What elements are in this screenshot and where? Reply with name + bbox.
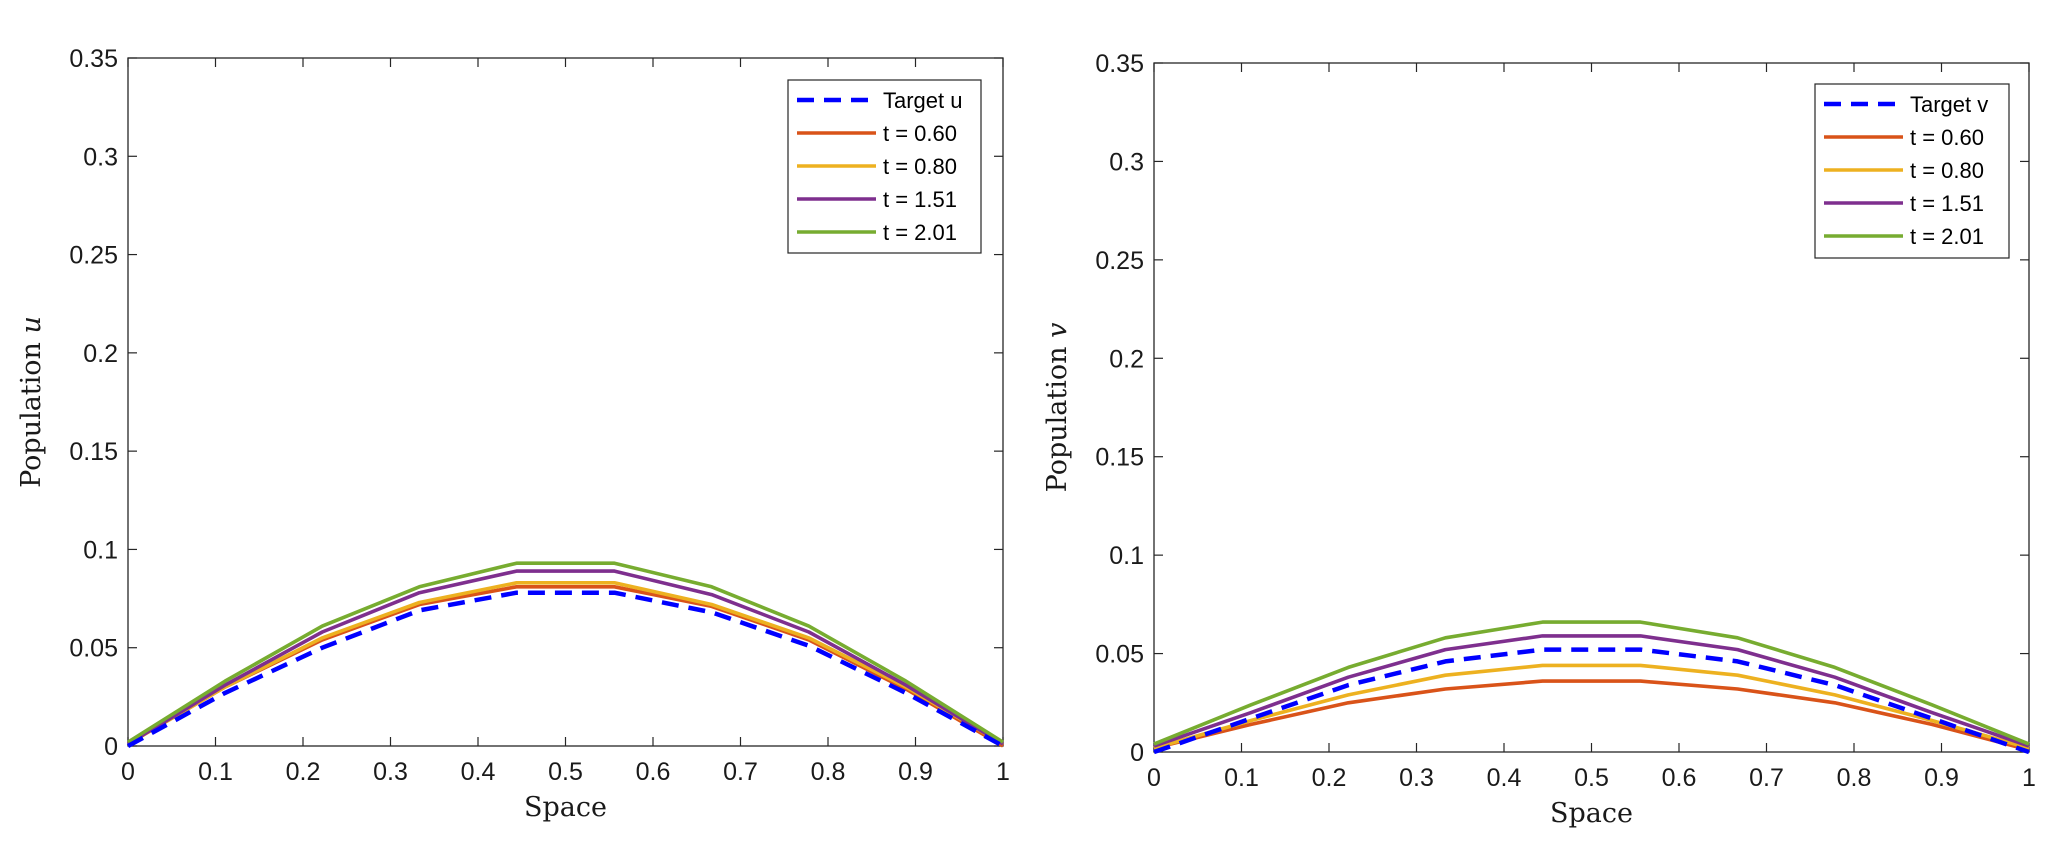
legend-entry: t = 0.80: [1910, 158, 1984, 183]
y-axis-label-text: Population: [16, 333, 47, 487]
x-tick-label: 0.6: [1662, 764, 1697, 792]
y-tick-label: 0.05: [69, 635, 118, 663]
series-line-1: [1153, 679, 2030, 752]
y-tick-label: 0.1: [1109, 542, 1144, 570]
x-tick-label: 0.9: [1924, 764, 1959, 792]
chart-panel-2: 0 0.1 0.2 0.3 0.4 0.5 0.6 0.7 0.8 0.9 1 0 0.05 0.1 0.1…: [1042, 50, 2036, 829]
y-tick-label: 0.15: [1095, 444, 1144, 472]
series-line-4: [127, 561, 1004, 744]
x-axis-label: Space: [524, 792, 607, 823]
y-tick-label: 0.05: [1095, 641, 1144, 669]
y-tick-label: 0.2: [83, 340, 118, 368]
series-line-3: [127, 569, 1004, 746]
y-tick-label: 0.25: [69, 242, 118, 270]
x-tick-label: 0.7: [1749, 764, 1784, 792]
legend: Target v t = 0.60 t = 0.80 t = 1.51 t = 2.01: [1814, 83, 2010, 259]
y-tick-label: 0.2: [1109, 345, 1144, 373]
y-tick-label: 0: [1130, 739, 1144, 767]
x-tick-label: 0.7: [723, 758, 758, 786]
legend-entry: t = 0.60: [1910, 125, 1984, 150]
legend-entry: t = 1.51: [883, 187, 957, 212]
x-tick-label: 0: [1147, 764, 1161, 792]
y-tick-label: 0.3: [83, 143, 118, 171]
x-tick-label: 1: [996, 758, 1010, 786]
legend-entry: Target u: [883, 88, 963, 113]
x-tick-label: 0.6: [636, 758, 671, 786]
x-tick-label: 0.2: [286, 758, 321, 786]
x-tick-label: 0.3: [373, 758, 408, 786]
x-tick-label: 1: [2022, 764, 2036, 792]
x-tick-label: 0.2: [1312, 764, 1347, 792]
chart-panel-1: 0 0.1 0.2 0.3 0.4 0.5 0.6 0.7 0.8 0.9 1 0 0.05 0.1 0.1…: [16, 45, 1010, 823]
y-tick-label: 0.25: [1095, 247, 1144, 275]
series-line-2: [1153, 663, 2030, 750]
y-tick-label: 0.15: [69, 438, 118, 466]
y-tick-label: 0.35: [69, 45, 118, 73]
legend-entry: t = 2.01: [883, 220, 957, 245]
y-tick-label: 0: [104, 733, 118, 761]
series-line-4: [1153, 620, 2030, 746]
series-line-2: [127, 580, 1004, 746]
x-tick-label: 0.5: [1574, 764, 1609, 792]
x-tick-label: 0.8: [811, 758, 846, 786]
x-tick-label: 0.4: [1487, 764, 1522, 792]
x-tick-label: 0.1: [1224, 764, 1259, 792]
x-tick-label: 0.3: [1399, 764, 1434, 792]
x-tick-label: 0.1: [198, 758, 233, 786]
y-axis-label-variable: u: [16, 316, 47, 333]
x-tick-label: 0.4: [461, 758, 496, 786]
x-axis-label: Space: [1550, 798, 1633, 829]
series-line-3: [1153, 634, 2030, 748]
series-line-0: [126, 590, 1005, 748]
legend-entry: t = 2.01: [1910, 224, 1984, 249]
y-axis-label-variable: v: [1042, 323, 1073, 338]
y-tick-label: 0.35: [1095, 50, 1144, 78]
x-tick-label: 0.5: [548, 758, 583, 786]
legend-entry: t = 0.60: [883, 121, 957, 146]
y-axis-label: Population v: [1042, 323, 1073, 493]
legend-entry: Target v: [1910, 92, 1988, 117]
y-tick-label: 0.1: [83, 536, 118, 564]
x-tick-label: 0.9: [898, 758, 933, 786]
y-axis-label: Population u: [16, 316, 47, 488]
y-tick-label: 0.3: [1109, 148, 1144, 176]
legend-entry: t = 1.51: [1910, 191, 1984, 216]
x-tick-label: 0.8: [1837, 764, 1872, 792]
legend: Target u t = 0.60 t = 0.80 t = 1.51 t = 2.01: [787, 79, 982, 254]
legend-entry: t = 0.80: [883, 154, 957, 179]
y-axis-label-text: Population: [1042, 338, 1073, 492]
x-tick-label: 0: [121, 758, 135, 786]
